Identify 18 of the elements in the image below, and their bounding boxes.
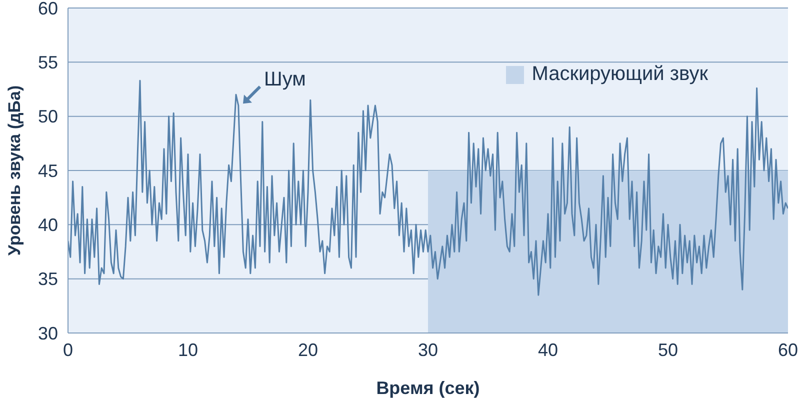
y-tick-label: 30 <box>38 323 58 344</box>
x-tick-label: 40 <box>538 340 558 360</box>
y-tick-label: 40 <box>38 215 58 236</box>
x-tick-label: 50 <box>658 340 678 360</box>
x-tick-label: 0 <box>62 340 74 360</box>
x-tick-label: 60 <box>778 340 798 360</box>
x-axis-title: Время (сек) <box>376 378 480 398</box>
y-tick-label: 60 <box>38 0 58 18</box>
x-tick-label: 20 <box>298 340 318 360</box>
y-tick-label: 50 <box>38 106 58 127</box>
legend-label: Маскирующий звук <box>532 63 708 86</box>
legend-label: Шум <box>264 68 306 91</box>
y-tick-label: 55 <box>38 52 58 73</box>
x-tick-label: 30 <box>418 340 438 360</box>
y-axis-title: Уровень звука (дБа) <box>5 85 24 256</box>
y-tick-label: 35 <box>38 269 58 290</box>
y-tick-label: 45 <box>38 160 58 181</box>
x-tick-label: 10 <box>178 340 198 360</box>
